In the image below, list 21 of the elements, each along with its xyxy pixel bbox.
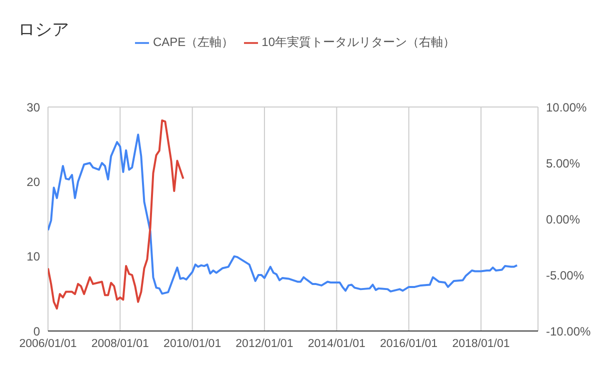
legend-label: 10年実質トータルリターン（右軸） [262, 35, 456, 49]
y-tick-label: 30 [26, 100, 40, 114]
y2-tick-label: 5.00% [546, 156, 580, 170]
y-tick-label: 20 [26, 174, 40, 189]
x-tick-label: 2008/01/01 [91, 338, 149, 350]
line-series [48, 134, 518, 295]
x-tick-label: 2018/01/01 [452, 338, 510, 350]
x-tick-label: 2010/01/01 [164, 338, 222, 350]
y2-tick-label: -10.00% [546, 324, 592, 338]
chart-title: ロシア [18, 19, 69, 41]
legend-label: CAPE（左軸） [152, 35, 234, 49]
y2-tick-label: 0.00% [546, 212, 580, 226]
y-tick-label: 10 [26, 250, 40, 264]
x-tick-label: 2016/01/01 [380, 338, 438, 350]
x-tick-label: 2014/01/01 [308, 338, 366, 350]
y2-tick-label: -5.00% [546, 268, 584, 282]
x-tick-label: 2006/01/01 [19, 338, 77, 350]
line-series [48, 119, 184, 310]
x-tick-label: 2012/01/01 [236, 338, 294, 350]
y-tick-label: 0 [33, 324, 40, 338]
y2-tick-label: 10.00% [546, 100, 588, 114]
